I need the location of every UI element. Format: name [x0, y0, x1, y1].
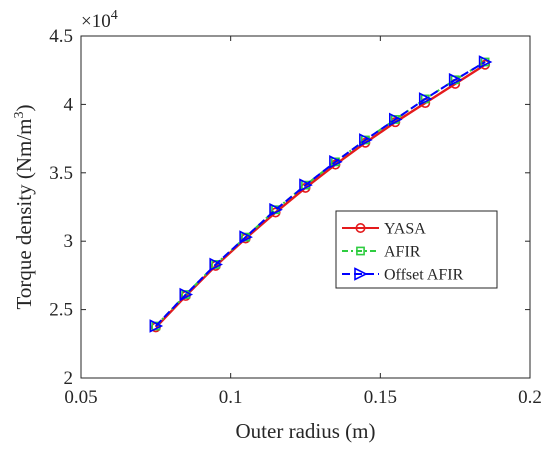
- x-tick-label: 0.2: [518, 387, 542, 408]
- legend: YASA AFIR Offset AFIR: [335, 210, 498, 289]
- legend-item: YASA: [342, 221, 426, 238]
- data-point: [179, 287, 194, 302]
- y-axis-label: Torque density (Nm/m3): [12, 105, 36, 310]
- data-point: [329, 155, 343, 169]
- data-point: [149, 319, 164, 333]
- data-point: [209, 257, 223, 272]
- y-axis-multiplier: ×104: [81, 8, 118, 32]
- data-point: [239, 230, 253, 244]
- data-point: [359, 133, 373, 147]
- y-axis-ticks: 2 2.5 3 3.5 4 4.5: [49, 26, 530, 389]
- legend-marker: [354, 267, 368, 281]
- y-tick-label: 3: [64, 231, 74, 252]
- legend-item: AFIR: [342, 244, 421, 261]
- legend-item: Offset AFIR: [342, 267, 464, 284]
- y-tick-label: 4.5: [49, 26, 73, 47]
- legend-label: Offset AFIR: [384, 267, 464, 284]
- plot-area: [80, 35, 531, 379]
- x-tick-label: 0.15: [364, 387, 397, 408]
- series-line: [155, 61, 486, 327]
- series-layer: [149, 55, 493, 333]
- y-tick-label: 2: [64, 368, 74, 389]
- x-axis-label: Outer radius (m): [236, 419, 376, 443]
- y-tick-label: 4: [64, 94, 74, 115]
- y-tick-label: 2.5: [49, 300, 73, 321]
- data-point: [388, 112, 403, 127]
- data-point: [418, 92, 433, 106]
- data-point: [448, 72, 463, 87]
- legend-marker: [356, 246, 365, 256]
- legend-label: YASA: [384, 221, 426, 238]
- data-point: [299, 178, 313, 192]
- legend-marker: [355, 223, 366, 234]
- x-axis-ticks: 0.05 0.1 0.15 0.2: [64, 36, 542, 408]
- data-point: [478, 55, 493, 69]
- x-tick-label: 0.05: [64, 387, 97, 408]
- data-point: [269, 202, 283, 217]
- x-tick-label: 0.1: [219, 387, 243, 408]
- legend-label: AFIR: [384, 244, 421, 261]
- y-tick-label: 3.5: [49, 163, 73, 184]
- series-offset-afir: [149, 55, 493, 333]
